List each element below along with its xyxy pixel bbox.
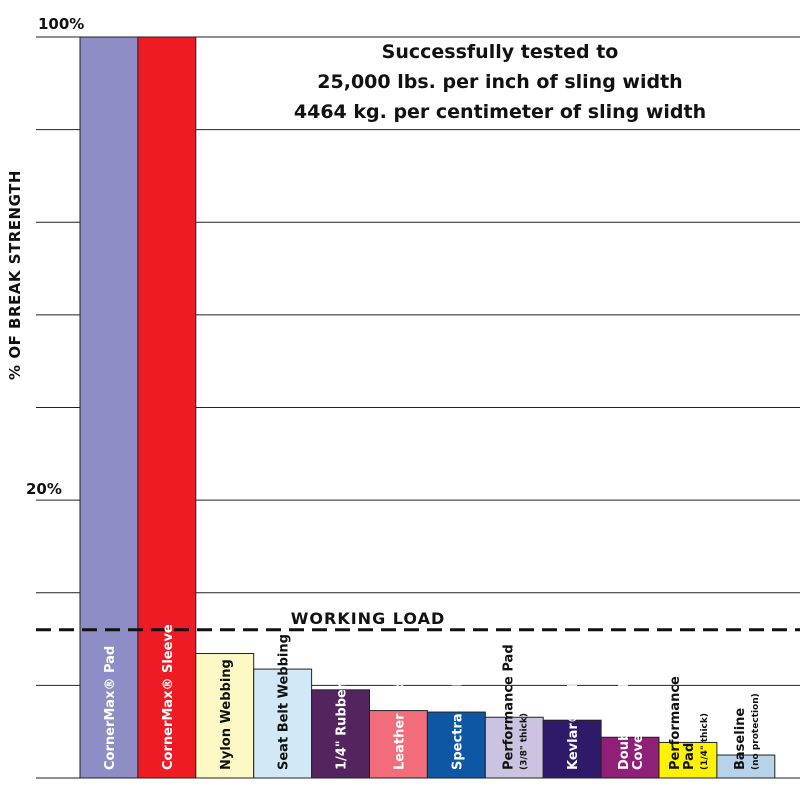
bar-11 [716, 754, 776, 779]
bar-labels: CornerMax® Pad CornerMax® Sleeve Nylon Web… [103, 624, 761, 770]
bar-label-4-line-0: 1/4" Rubber Pad [335, 651, 350, 770]
bar-6 [426, 711, 486, 779]
bar-label-2: Nylon Webbing [219, 659, 234, 770]
bar-4 [311, 689, 371, 779]
bar-label-7-line-1: (3/8" thick) [519, 713, 529, 770]
bar-label-10-line-2: (1/4" thick) [700, 713, 710, 770]
bar-label-11-line-0: Baseline [733, 708, 748, 770]
bar-label-3-line-0: Seat Belt Webbing [277, 634, 292, 770]
bar-label-10: Performance Pad (1/4" thick) [668, 676, 710, 770]
bar-5 [369, 710, 428, 779]
y-axis-label: % OF BREAK STRENGTH [6, 170, 24, 380]
bar-label-9-line-1: Cover [631, 727, 646, 770]
bar-8 [542, 719, 602, 779]
chart-title-line-3: 4464 kg. per centimeter of sling width [294, 101, 706, 123]
bar-label-7-line-0: Performance Pad [501, 644, 516, 770]
bar-label-0: CornerMax® Pad [103, 646, 118, 770]
bar-label-3: Seat Belt Webbing [277, 634, 292, 770]
bar-label-9-line-0: Double Wall [617, 682, 632, 770]
bar-label-1-line-0: CornerMax® Sleeve [161, 624, 176, 770]
bar-label-8: Kevlar® Felt [566, 678, 581, 770]
y-tick-100: 100% [38, 15, 84, 33]
bar-label-11-line-1: (no protection) [751, 693, 761, 770]
bar-10 [658, 741, 718, 779]
bar-label-10-line-1: Pad [682, 743, 697, 770]
bar-label-8-line-0: Kevlar® Felt [566, 678, 581, 770]
bar-1 [137, 36, 197, 779]
bar-7 [484, 716, 544, 779]
bar-9 [600, 736, 660, 779]
bar-label-11: Baseline (no protection) [733, 693, 761, 770]
y-tick-20: 20% [26, 480, 62, 498]
bar-label-1: CornerMax® Sleeve [161, 624, 176, 770]
bar-label-6-line-0: Spectra® Shield [450, 650, 465, 770]
chart-title-line-2: 25,000 lbs. per inch of sling width [317, 71, 682, 93]
bar-label-2-line-0: Nylon Webbing [219, 659, 234, 770]
bar-label-6: Spectra® Shield [450, 650, 465, 770]
bar-3 [253, 668, 313, 779]
working-load-label: WORKING LOAD [291, 609, 445, 628]
bar-label-5-line-0: Leather Pad [392, 682, 407, 770]
bar-label-4: 1/4" Rubber Pad [335, 651, 350, 770]
bar-2 [195, 653, 255, 779]
bar-label-5: Leather Pad [392, 682, 407, 770]
bar-label-0-line-0: CornerMax® Pad [103, 646, 118, 770]
bar-label-7: Performance Pad (3/8" thick) [501, 644, 529, 770]
bar-label-10-line-0: Performance [668, 676, 683, 770]
bars [79, 36, 776, 779]
chart-title-line-1: Successfully tested to [382, 41, 619, 63]
bar-label-9: Double Wall Cover [617, 682, 646, 770]
